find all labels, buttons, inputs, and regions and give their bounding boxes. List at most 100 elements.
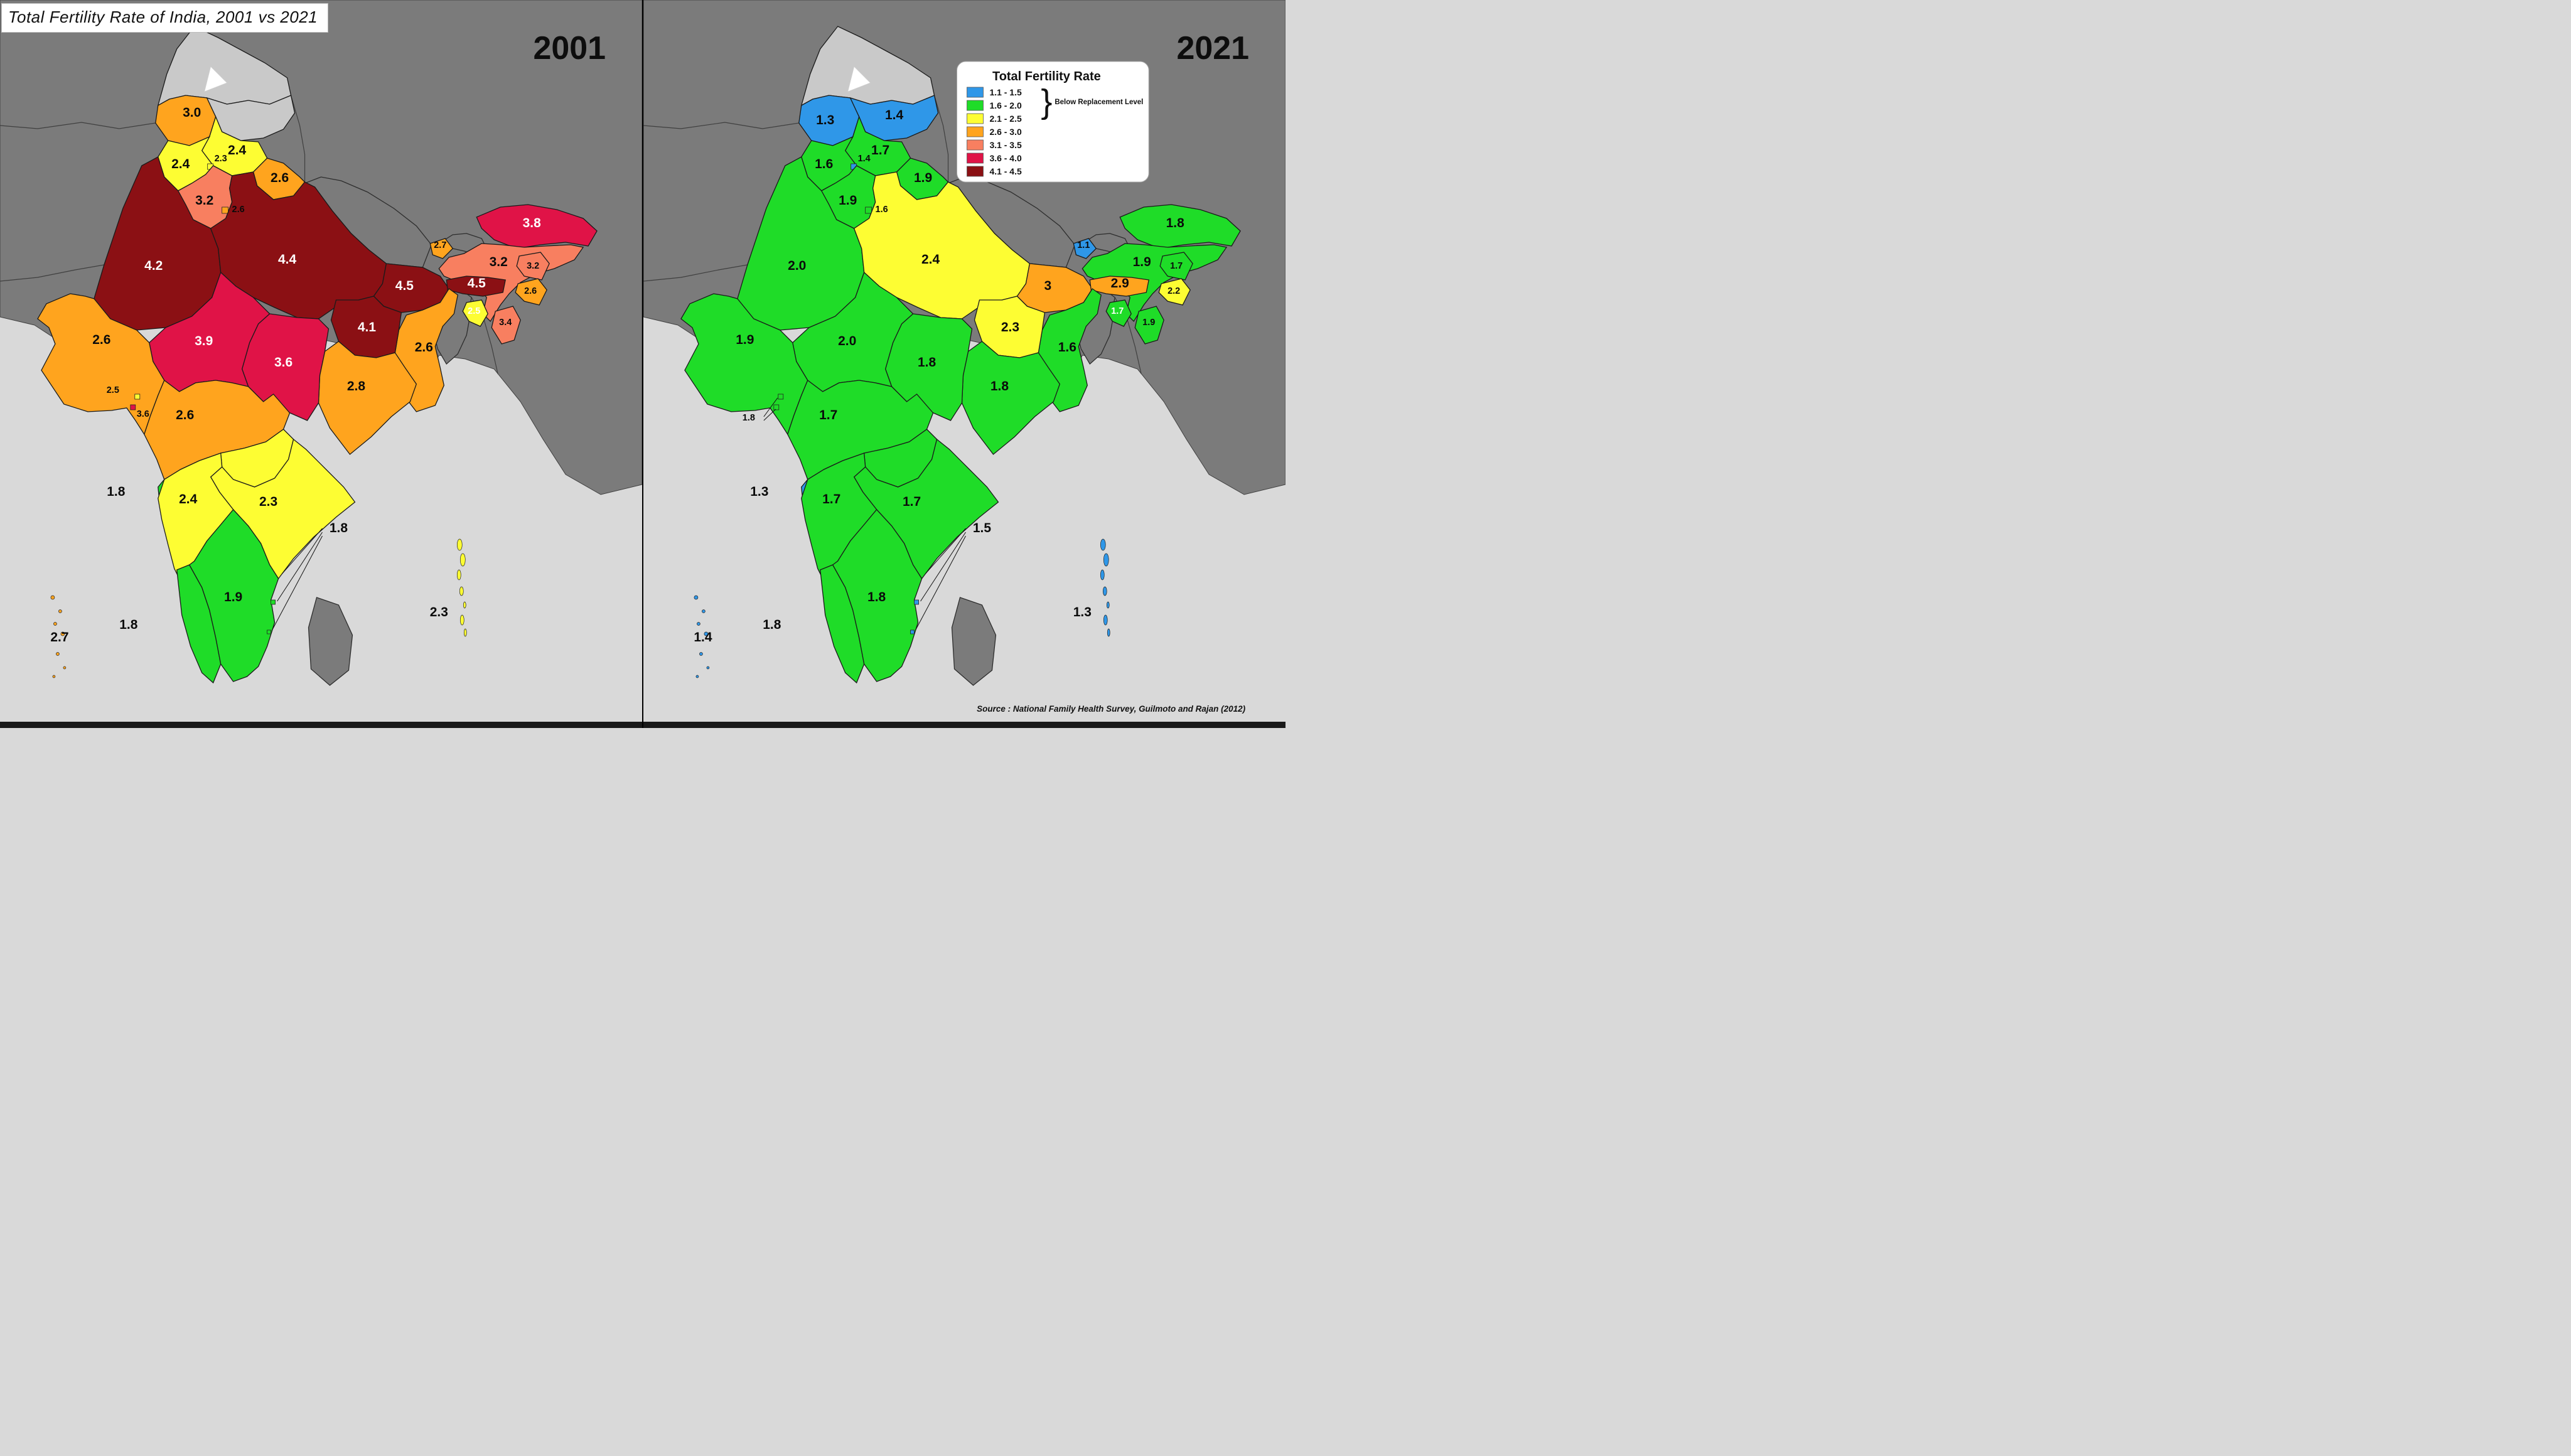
source-note: Source : National Family Health Survey, … bbox=[977, 704, 1245, 714]
tfr-label-lakshadweep: 2.7 bbox=[50, 630, 68, 645]
state-arunachal-pradesh bbox=[1119, 204, 1241, 249]
tfr-label-assam: 3.2 bbox=[490, 255, 508, 269]
state-arunachal-pradesh bbox=[476, 204, 598, 249]
legend-range-1: 1.1 - 1.5 bbox=[989, 87, 1022, 97]
tfr-label-ladakh: 1.4 bbox=[885, 108, 903, 122]
country-border-line bbox=[643, 264, 748, 282]
india-map-2001: 3.02.42.4 2.32.63.22.64.2 4.44.52.73.83.2 3… bbox=[0, 0, 642, 728]
tfr-label-uttar-pradesh: 4.4 bbox=[278, 252, 296, 267]
tfr-label-mizoram: 1.9 bbox=[1142, 318, 1155, 328]
state-andaman-nicobar-island bbox=[463, 628, 467, 637]
state-lakshadweep-island bbox=[706, 666, 710, 670]
state-andaman-nicobar-island bbox=[1106, 601, 1110, 609]
tfr-label-jharkhand: 2.3 bbox=[1001, 320, 1019, 335]
legend-brace-note: Below Replacement Level bbox=[1055, 99, 1143, 106]
map-panel-2021: 1.3 1.4 1.7 1.6 1.4 1.9 1.9 1.6 2.0 2.4 3 1.1 1.8 1.9… bbox=[643, 0, 1286, 728]
label-pointer-line bbox=[272, 535, 323, 631]
tfr-label-chhattisgarh: 3.6 bbox=[274, 355, 293, 370]
legend-swatch-6 bbox=[967, 153, 984, 164]
tfr-label-karnataka: 1.7 bbox=[822, 492, 840, 506]
tfr-label-gujarat: 1.9 bbox=[736, 333, 754, 347]
state-puducherry-enclave bbox=[910, 629, 915, 634]
tfr-label-maharashtra: 1.7 bbox=[819, 408, 837, 422]
tfr-label-punjab: 2.4 bbox=[171, 157, 190, 171]
tfr-label-sikkim: 2.7 bbox=[434, 240, 446, 250]
state-andaman-nicobar-island bbox=[456, 538, 463, 551]
tfr-label-tamil-nadu: 1.9 bbox=[224, 590, 242, 604]
tfr-label-arunachal-pradesh: 1.8 bbox=[1166, 216, 1184, 230]
tfr-label-delhi: 2.6 bbox=[232, 205, 245, 215]
state-daman-diu bbox=[778, 393, 784, 400]
tfr-label-west-bengal: 2.6 bbox=[415, 340, 433, 355]
tfr-label-madhya-pradesh: 3.9 bbox=[195, 334, 213, 348]
tfr-label-jammu-kashmir: 3.0 bbox=[183, 105, 201, 120]
legend-swatch-1 bbox=[967, 87, 984, 98]
country-border-line bbox=[0, 264, 104, 282]
legend-range-4: 2.6 - 3.0 bbox=[989, 127, 1022, 137]
year-label-2021: 2021 bbox=[1176, 30, 1249, 67]
tfr-label-nagaland: 1.7 bbox=[1170, 261, 1183, 271]
siachen-white-triangle bbox=[847, 66, 871, 92]
state-andaman-nicobar-island bbox=[459, 553, 466, 567]
tfr-label-madhya-pradesh: 2.0 bbox=[838, 334, 856, 348]
state-gujarat bbox=[680, 293, 808, 436]
tfr-label-west-bengal: 1.6 bbox=[1058, 340, 1076, 355]
tfr-label-andaman-nicobar: 2.3 bbox=[430, 605, 448, 619]
tfr-label-rajasthan: 4.2 bbox=[144, 259, 163, 273]
tfr-label-meghalaya: 2.9 bbox=[1111, 276, 1129, 291]
bottom-bar bbox=[643, 722, 1286, 728]
india-map-2021: 1.3 1.41.71.6 1.41.91.91.62.0 2.431.11.81.9… bbox=[643, 0, 1286, 728]
tfr-label-haryana: 1.9 bbox=[839, 193, 857, 208]
state-lakshadweep-island bbox=[53, 622, 57, 626]
state-lakshadweep-island bbox=[50, 595, 55, 600]
state-puducherry bbox=[914, 599, 919, 605]
legend-swatch-3 bbox=[967, 113, 984, 124]
state-manipur bbox=[515, 278, 547, 306]
state-andaman-nicobar-island bbox=[1100, 569, 1105, 581]
legend-range-3: 2.1 - 2.5 bbox=[989, 114, 1022, 124]
tfr-label-rajasthan: 2.0 bbox=[788, 259, 806, 273]
tfr-label-goa: 1.8 bbox=[107, 484, 125, 499]
tfr-label-puducherry: 1.5 bbox=[973, 521, 991, 535]
label-pointer-line bbox=[925, 528, 966, 574]
state-sikkim bbox=[429, 238, 454, 259]
state-tripura bbox=[462, 299, 488, 327]
tfr-label-jharkhand: 4.1 bbox=[358, 320, 376, 335]
state-nagaland bbox=[516, 252, 550, 281]
legend-swatch-7 bbox=[967, 166, 984, 177]
label-pointer-line bbox=[763, 409, 776, 421]
state-odisha bbox=[961, 341, 1061, 455]
tfr-label-manipur: 2.6 bbox=[524, 286, 537, 296]
tfr-label-goa: 1.3 bbox=[750, 484, 768, 499]
tfr-label-maharashtra: 2.6 bbox=[176, 408, 194, 422]
country-border-line bbox=[290, 95, 306, 183]
tfr-label-odisha: 2.8 bbox=[347, 379, 365, 393]
legend-swatch-5 bbox=[967, 139, 984, 151]
year-label-2001: 2001 bbox=[533, 30, 606, 67]
tfr-label-uttar-pradesh: 2.4 bbox=[921, 252, 940, 267]
state-andaman-nicobar-island bbox=[459, 614, 464, 626]
label-pointer-line bbox=[282, 528, 323, 574]
page-title: Total Fertility Rate of India, 2001 vs 2… bbox=[1, 3, 329, 33]
tfr-label-punjab: 1.6 bbox=[815, 157, 833, 171]
state-andaman-nicobar-island bbox=[463, 601, 466, 609]
legend-title: Total Fertility Rate bbox=[992, 70, 1101, 83]
state-andaman-nicobar-island bbox=[456, 569, 461, 581]
legend-range-6: 3.6 - 4.0 bbox=[989, 153, 1022, 163]
state-andaman-nicobar-island bbox=[1107, 628, 1110, 637]
label-pointer-line bbox=[763, 397, 778, 417]
label-pointer-line bbox=[277, 532, 323, 602]
legend-range-2: 1.6 - 2.0 bbox=[989, 100, 1022, 110]
state-tamil-nadu bbox=[832, 509, 923, 682]
label-pointer-line bbox=[920, 532, 966, 602]
tfr-label-chandigarh: 1.4 bbox=[858, 154, 871, 164]
tfr-label-delhi: 1.6 bbox=[876, 205, 888, 215]
tfr-label-haryana: 3.2 bbox=[195, 193, 213, 208]
state-andaman-nicobar-island bbox=[1103, 614, 1108, 626]
legend-range-5: 3.1 - 3.5 bbox=[989, 140, 1022, 150]
state-manipur bbox=[1158, 278, 1191, 306]
state-lakshadweep-island bbox=[699, 652, 703, 656]
tfr-label-mizoram: 3.4 bbox=[499, 318, 512, 328]
state-lakshadweep-island bbox=[52, 675, 56, 678]
state-odisha bbox=[318, 341, 417, 455]
